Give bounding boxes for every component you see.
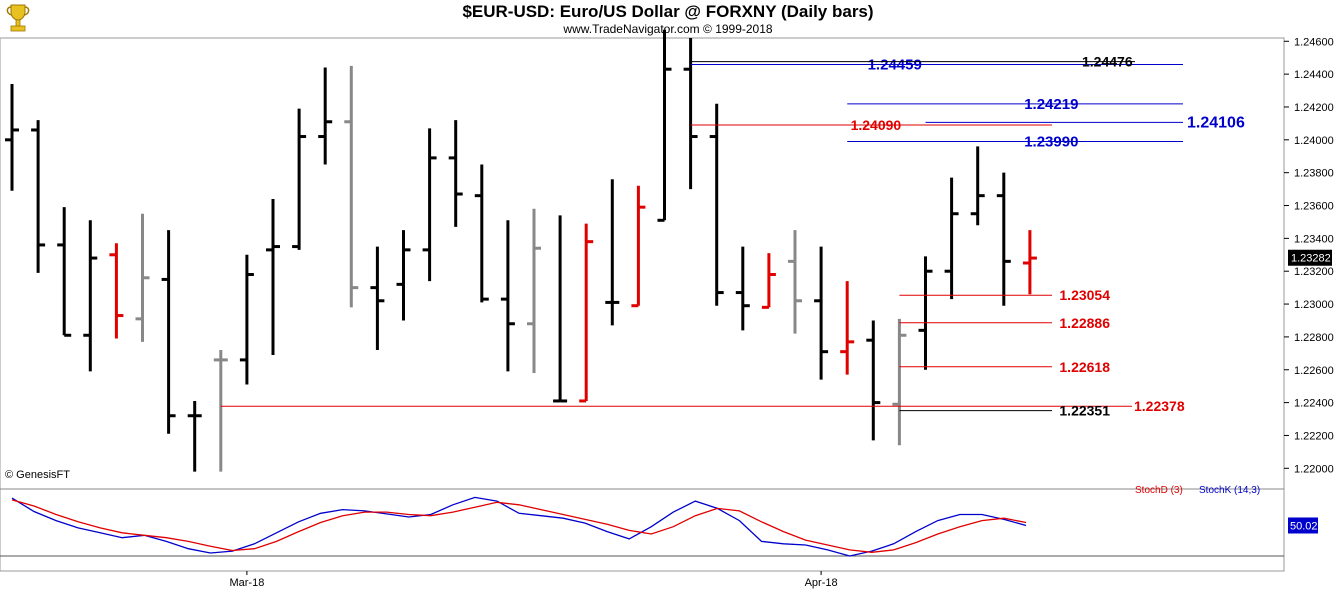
price-level-label: 1.22618 bbox=[1059, 359, 1110, 375]
price-bar bbox=[866, 320, 881, 441]
price-level-label: 1.24476 bbox=[1082, 54, 1133, 70]
plot-frame bbox=[0, 37, 1285, 572]
price-bar bbox=[735, 246, 750, 331]
stoch-value-box bbox=[1288, 517, 1318, 534]
last-price-label: 1.23282 bbox=[1291, 253, 1331, 265]
price-bar bbox=[1022, 230, 1037, 295]
price-bar bbox=[579, 223, 594, 403]
price-level-label: 1.24219 bbox=[1024, 96, 1078, 113]
price-bar bbox=[631, 185, 646, 308]
y-tick-label: 1.24400 bbox=[1294, 69, 1334, 81]
price-bar bbox=[970, 146, 985, 226]
y-tick-label: 1.22400 bbox=[1294, 398, 1334, 410]
price-level-label: 1.23054 bbox=[1059, 287, 1110, 303]
price-bar bbox=[605, 179, 620, 326]
price-bar bbox=[761, 253, 776, 309]
y-tick-label: 1.23200 bbox=[1294, 266, 1334, 278]
price-bar bbox=[318, 67, 333, 165]
price-bar bbox=[135, 213, 150, 342]
price-bar bbox=[109, 243, 124, 339]
y-tick-label: 1.22800 bbox=[1294, 332, 1334, 344]
price-bar bbox=[683, 38, 698, 190]
price-bar bbox=[292, 108, 307, 250]
x-tick-label: Apr-18 bbox=[805, 577, 838, 589]
price-bar bbox=[814, 246, 829, 380]
price-bar bbox=[213, 350, 228, 472]
y-tick-label: 1.23800 bbox=[1294, 168, 1334, 180]
stoch-series-line bbox=[11, 499, 1027, 553]
price-level-label: 1.22378 bbox=[1134, 398, 1185, 414]
price-bar bbox=[266, 198, 280, 355]
trophy-logo-icon bbox=[4, 2, 32, 34]
price-bar bbox=[553, 215, 568, 403]
price-bar bbox=[5, 83, 19, 191]
legend-stochd: StochD (3) bbox=[1135, 485, 1183, 496]
price-level-label: 1.23990 bbox=[1024, 133, 1078, 150]
price-bar bbox=[500, 220, 515, 372]
last-price-box bbox=[1288, 249, 1332, 266]
price-bar bbox=[57, 207, 72, 337]
price-bar bbox=[422, 128, 437, 282]
data-credit: © GenesisFT bbox=[5, 469, 70, 481]
y-tick-label: 1.24600 bbox=[1294, 36, 1334, 48]
price-bar bbox=[657, 29, 672, 222]
price-bar bbox=[344, 65, 359, 308]
price-bar bbox=[83, 220, 98, 372]
price-level-label: 1.22351 bbox=[1059, 403, 1110, 419]
price-bar bbox=[396, 230, 411, 321]
price-bar bbox=[918, 256, 933, 370]
price-bar bbox=[709, 103, 724, 306]
y-tick-label: 1.22600 bbox=[1294, 365, 1334, 377]
price-bar bbox=[187, 400, 202, 472]
chart-title: $EUR-USD: Euro/US Dollar @ FORXNY (Daily… bbox=[462, 2, 874, 21]
stoch-series-line bbox=[11, 496, 1027, 557]
price-level-label: 1.24090 bbox=[851, 117, 902, 133]
price-bar bbox=[31, 120, 46, 273]
y-tick-label: 1.24000 bbox=[1294, 135, 1334, 147]
y-tick-label: 1.23400 bbox=[1294, 233, 1334, 245]
price-bar bbox=[370, 246, 385, 351]
price-bar bbox=[996, 172, 1011, 306]
legend-stochk: StochK (14,3) bbox=[1199, 485, 1260, 496]
x-tick-label: Mar-18 bbox=[229, 577, 264, 589]
price-bar bbox=[527, 208, 541, 374]
y-tick-label: 1.22000 bbox=[1294, 463, 1334, 475]
price-level-label: 1.22886 bbox=[1059, 315, 1110, 331]
price-bar bbox=[474, 164, 489, 303]
y-tick-label: 1.24200 bbox=[1294, 102, 1334, 114]
price-bar bbox=[239, 254, 254, 385]
y-tick-label: 1.23600 bbox=[1294, 201, 1334, 213]
price-bar bbox=[892, 318, 907, 446]
price-bar bbox=[944, 177, 959, 300]
price-level-label: 1.24459 bbox=[868, 56, 922, 73]
stoch-value-label: 50.02 bbox=[1290, 520, 1318, 532]
price-bar bbox=[161, 230, 176, 434]
price-bar bbox=[448, 120, 463, 227]
price-bar bbox=[840, 281, 855, 375]
y-tick-label: 1.22200 bbox=[1294, 430, 1334, 442]
price-bar bbox=[788, 230, 802, 334]
chart-subtitle: www.TradeNavigator.com © 1999-2018 bbox=[563, 22, 773, 36]
price-level-label: 1.24106 bbox=[1187, 114, 1245, 131]
y-tick-label: 1.23000 bbox=[1294, 299, 1334, 311]
